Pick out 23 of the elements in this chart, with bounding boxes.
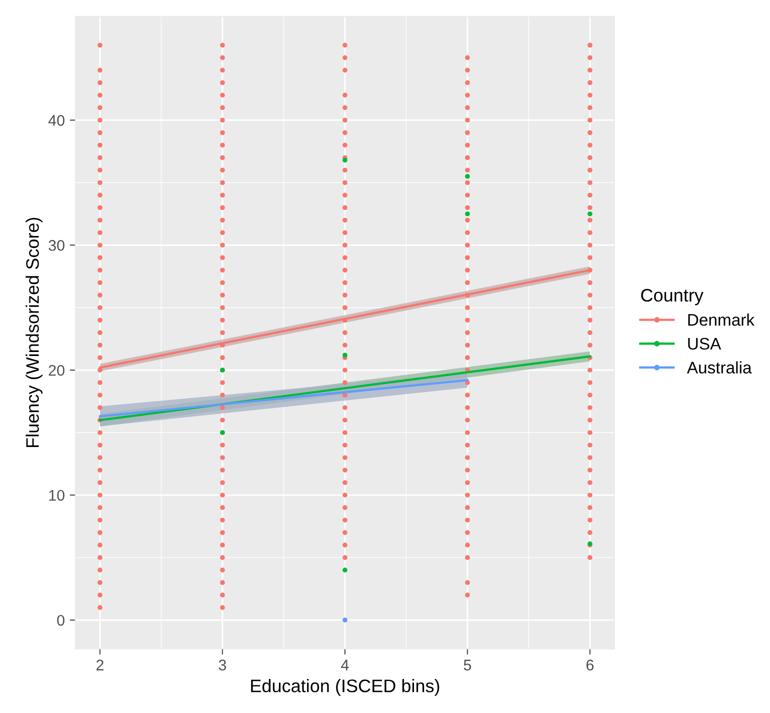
y-tick-label: 20 — [48, 364, 64, 376]
point — [342, 352, 348, 358]
x-tick-label: 2 — [96, 660, 104, 670]
x-axis-title: Education (ISCED bins) — [251, 679, 440, 696]
point — [465, 174, 470, 179]
point — [342, 618, 348, 622]
y-tick-label: 40 — [48, 115, 64, 126]
point — [342, 568, 348, 572]
x-tick-label: 3 — [218, 660, 226, 670]
y-axis-title: Fluency (Windsorized Score) — [26, 218, 42, 448]
legend-label: Australia — [686, 361, 752, 374]
x-tick-label: 6 — [586, 660, 594, 670]
legend-title: Country — [641, 288, 704, 306]
point — [465, 211, 470, 216]
legend-label: Denmark — [688, 314, 755, 326]
x-tick-label: 4 — [341, 660, 349, 670]
y-tick-label: 30 — [48, 240, 64, 251]
point — [342, 158, 348, 163]
y-tick-label: 0 — [57, 614, 64, 626]
x-tick-label: 5 — [464, 660, 472, 670]
legend-label: USA — [688, 338, 722, 350]
point — [588, 211, 592, 216]
y-tick-label: 10 — [49, 490, 64, 501]
